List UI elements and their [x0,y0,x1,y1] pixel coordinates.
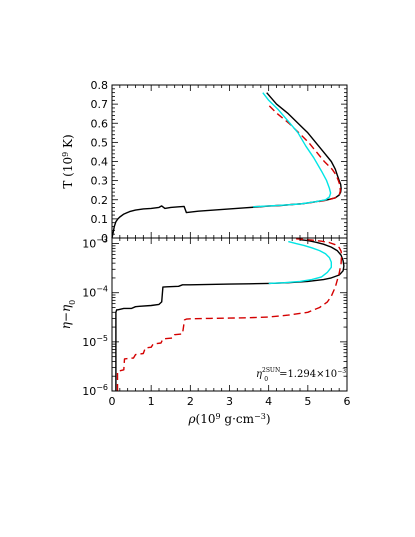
eta-annotation: η2SUN 0 =1.294×10−3 [256,367,346,383]
bottom-xtick-label: 0 [109,395,116,408]
top-ytick-label: 0.1 [91,213,109,226]
xlabel-exp: 9 [216,412,221,421]
top-ytick-label: 0.6 [91,117,109,130]
bottom-ytick-labels: 10−610−510−410−3 [82,236,108,398]
bottom-ytick-base: 10 [82,336,96,349]
bottom-xtick-label: 5 [304,395,311,408]
top-ytick-labels: 0 0.1 0.2 0.3 0.4 0.5 0.6 0.7 0.8 [91,79,109,245]
xlabel-exp2: −3 [254,412,266,421]
bottom-series-1 [116,238,343,391]
top-series-group [111,92,342,239]
top-ytick-label: 0.4 [91,156,109,169]
anno-exp: −3 [337,368,346,375]
top-series-0 [111,92,342,239]
anno-sym: η [256,369,262,380]
top-ytick-label: 0.5 [91,136,109,149]
top-plot-frame [111,84,348,239]
bottom-xtick-label: 2 [187,395,194,408]
anno-sub: 0 [264,376,268,383]
top-ytick-label: 0.3 [91,175,109,188]
bottom-ytick-base: 10 [82,238,96,251]
xlabel-rho: ρ [187,412,195,426]
bottom-ytick-exp: −6 [96,383,108,392]
bottom-xtick-label: 6 [344,395,351,408]
bottom-ytick-base: 10 [82,385,96,398]
top-ytick-label: 0.2 [91,194,109,207]
bottom-ytick-label: 10−3 [82,236,108,251]
top-ytick-label: 0 [101,232,108,245]
bottom-ytick-label: 10−4 [82,285,108,300]
bottom-series-0 [115,239,345,391]
top-ylabel-base: T (10 [61,157,75,189]
bottom-xtick-label: 3 [226,395,233,408]
top-ylabel-exp: 9 [61,152,70,157]
top-ticks [111,84,348,239]
top-ytick-label: 0.8 [91,79,109,92]
top-ylabel-tail: K) [61,134,75,151]
bottom-ytick-exp: −5 [96,334,108,343]
top-ylabel: T (109 K) [61,134,76,188]
bottom-xtick-labels: 0 1 2 3 4 5 6 [109,395,351,408]
bottom-ytick-base: 10 [82,287,96,300]
anno-sup: 2SUN [262,367,280,374]
bottom-ytick-exp: −4 [96,285,108,294]
bottom-xtick-label: 4 [265,395,272,408]
bottom-ytick-exp: −3 [96,236,108,245]
xlabel-base: (10 [196,412,216,426]
bottom-xtick-label: 1 [148,395,155,408]
bottom-ylabel-main: η−η [59,304,73,329]
bottom-ticks [111,238,348,392]
bottom-ylabel-sub: 0 [68,300,77,305]
top-series-2 [252,92,332,208]
top-panel: 0 0.1 0.2 0.3 0.4 0.5 0.6 0.7 0.8 T (109 K) [61,79,348,245]
bottom-ytick-label: 10−5 [82,334,108,349]
bottom-ytick-label: 10−6 [82,383,108,398]
bottom-series-group [115,238,345,391]
xlabel-close: ) [266,412,271,426]
top-ytick-label: 0.7 [91,98,109,111]
bottom-ylabel: η−η0 [59,300,77,330]
xlabel-tail: g·cm [221,412,255,426]
bottom-series-2 [268,240,332,285]
x-axis-label: ρ(109 g·cm−3) [187,412,270,427]
anno-text: =1.294×10 [279,369,337,380]
